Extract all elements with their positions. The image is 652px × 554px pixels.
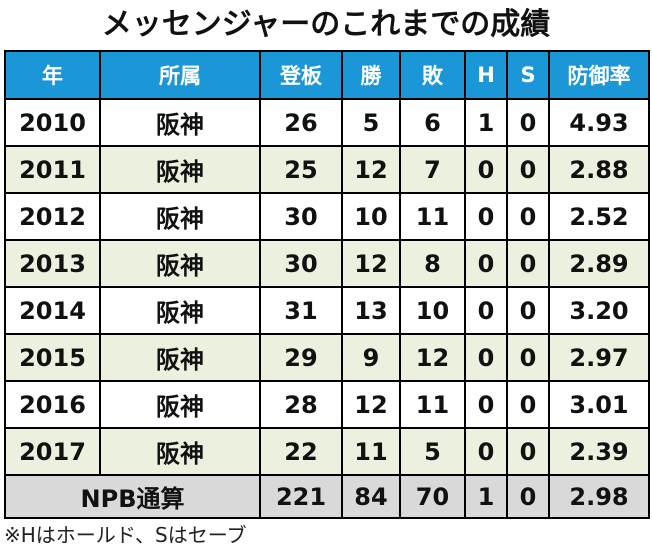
total-wins: 84	[341, 474, 401, 519]
cell-games: 28	[259, 380, 343, 429]
cell-year: 2017	[4, 427, 101, 476]
total-holds: 1	[464, 474, 508, 519]
cell-holds: 0	[464, 239, 508, 288]
cell-games: 30	[259, 192, 343, 241]
cell-losses: 10	[399, 286, 466, 335]
cell-losses: 8	[399, 239, 466, 288]
cell-games: 30	[259, 239, 343, 288]
cell-team: 阪神	[99, 145, 261, 194]
table-row: 2011 阪神 25 12 7 0 0 2.88	[4, 145, 650, 194]
cell-year: 2016	[4, 380, 101, 429]
cell-holds: 0	[464, 286, 508, 335]
total-games: 221	[259, 474, 343, 519]
header-saves: S	[506, 50, 550, 100]
cell-wins: 12	[341, 380, 401, 429]
cell-saves: 0	[506, 286, 550, 335]
header-era: 防御率	[548, 50, 650, 100]
cell-team: 阪神	[99, 286, 261, 335]
cell-saves: 0	[506, 98, 550, 147]
cell-saves: 0	[506, 145, 550, 194]
cell-year: 2013	[4, 239, 101, 288]
cell-holds: 0	[464, 380, 508, 429]
cell-saves: 0	[506, 333, 550, 382]
cell-games: 22	[259, 427, 343, 476]
total-saves: 0	[506, 474, 550, 519]
total-label: NPB通算	[4, 474, 261, 519]
cell-era: 3.01	[548, 380, 650, 429]
total-losses: 70	[399, 474, 466, 519]
footnote: ※Hはホールド、Sはセーブ	[4, 523, 247, 547]
header-losses: 敗	[399, 50, 466, 100]
header-wins: 勝	[341, 50, 401, 100]
header-games: 登板	[259, 50, 343, 100]
table-row: 2016 阪神 28 12 11 0 0 3.01	[4, 380, 650, 429]
cell-era: 2.89	[548, 239, 650, 288]
stats-table: 年 所属 登板 勝 敗 H S 防御率 2010 阪神 26 5 6 1 0 4…	[4, 50, 650, 519]
cell-holds: 0	[464, 145, 508, 194]
cell-wins: 10	[341, 192, 401, 241]
cell-saves: 0	[506, 427, 550, 476]
table-header-row: 年 所属 登板 勝 敗 H S 防御率	[4, 50, 650, 100]
cell-games: 29	[259, 333, 343, 382]
cell-wins: 11	[341, 427, 401, 476]
cell-year: 2011	[4, 145, 101, 194]
header-team: 所属	[99, 50, 261, 100]
cell-losses: 5	[399, 427, 466, 476]
cell-era: 4.93	[548, 98, 650, 147]
cell-holds: 1	[464, 98, 508, 147]
cell-year: 2010	[4, 98, 101, 147]
cell-holds: 0	[464, 427, 508, 476]
cell-holds: 0	[464, 333, 508, 382]
cell-saves: 0	[506, 239, 550, 288]
cell-holds: 0	[464, 192, 508, 241]
cell-losses: 11	[399, 192, 466, 241]
cell-wins: 12	[341, 145, 401, 194]
cell-saves: 0	[506, 380, 550, 429]
cell-team: 阪神	[99, 239, 261, 288]
cell-team: 阪神	[99, 192, 261, 241]
header-year: 年	[4, 50, 101, 100]
total-era: 2.98	[548, 474, 650, 519]
cell-era: 2.52	[548, 192, 650, 241]
cell-year: 2015	[4, 333, 101, 382]
header-holds: H	[464, 50, 508, 100]
cell-losses: 11	[399, 380, 466, 429]
cell-team: 阪神	[99, 380, 261, 429]
cell-wins: 5	[341, 98, 401, 147]
cell-era: 2.88	[548, 145, 650, 194]
total-row: NPB通算 221 84 70 1 0 2.98	[4, 474, 650, 519]
cell-games: 31	[259, 286, 343, 335]
table-row: 2010 阪神 26 5 6 1 0 4.93	[4, 98, 650, 147]
cell-era: 2.97	[548, 333, 650, 382]
cell-year: 2012	[4, 192, 101, 241]
cell-wins: 12	[341, 239, 401, 288]
cell-losses: 6	[399, 98, 466, 147]
table-row: 2017 阪神 22 11 5 0 0 2.39	[4, 427, 650, 476]
cell-wins: 13	[341, 286, 401, 335]
table-row: 2012 阪神 30 10 11 0 0 2.52	[4, 192, 650, 241]
table-row: 2014 阪神 31 13 10 0 0 3.20	[4, 286, 650, 335]
cell-era: 2.39	[548, 427, 650, 476]
table-row: 2015 阪神 29 9 12 0 0 2.97	[4, 333, 650, 382]
cell-losses: 7	[399, 145, 466, 194]
table-row: 2013 阪神 30 12 8 0 0 2.89	[4, 239, 650, 288]
cell-games: 25	[259, 145, 343, 194]
cell-team: 阪神	[99, 427, 261, 476]
cell-saves: 0	[506, 192, 550, 241]
page-title: メッセンジャーのこれまでの成績	[101, 7, 551, 42]
cell-era: 3.20	[548, 286, 650, 335]
cell-wins: 9	[341, 333, 401, 382]
cell-year: 2014	[4, 286, 101, 335]
cell-team: 阪神	[99, 98, 261, 147]
cell-team: 阪神	[99, 333, 261, 382]
cell-games: 26	[259, 98, 343, 147]
cell-losses: 12	[399, 333, 466, 382]
